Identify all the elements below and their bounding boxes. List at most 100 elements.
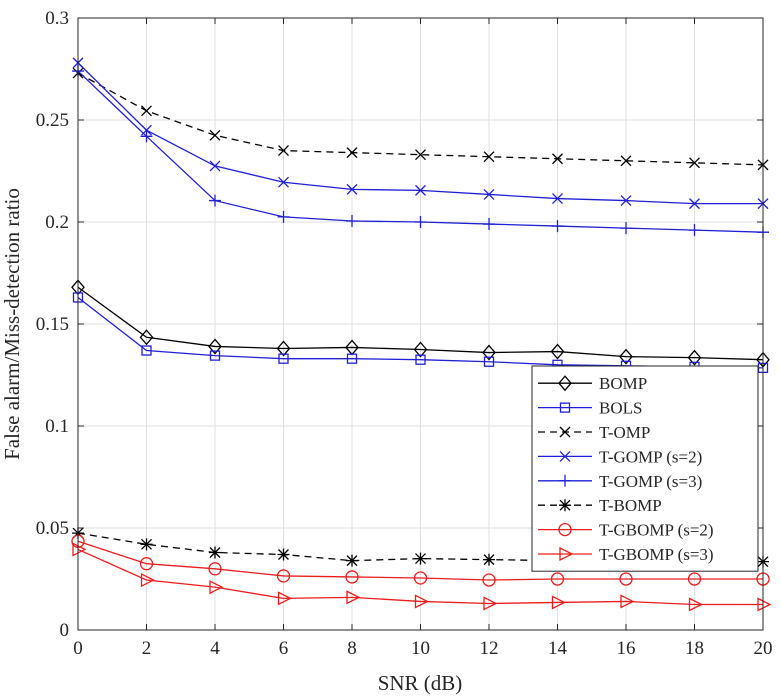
series-line xyxy=(77,548,763,606)
triangle-marker xyxy=(346,590,361,605)
square-marker xyxy=(483,356,495,367)
square-marker xyxy=(559,402,571,413)
plus-marker xyxy=(559,474,571,487)
y-tick-label: 0.15 xyxy=(36,314,69,335)
x-marker xyxy=(559,450,571,462)
x-tick-label: 12 xyxy=(480,638,499,659)
x-marker xyxy=(209,129,221,141)
x-tick-label: 14 xyxy=(548,638,568,659)
x-marker xyxy=(346,183,358,195)
triangle-marker xyxy=(559,546,574,562)
series-bomp xyxy=(71,279,770,368)
x-tick-label: 20 xyxy=(754,638,773,659)
legend-label: T-GOMP (s=3) xyxy=(599,472,702,491)
y-tick-label: 0.3 xyxy=(45,8,69,29)
plus-marker xyxy=(277,210,290,223)
diamond-marker xyxy=(550,343,565,360)
x-marker xyxy=(483,189,495,200)
legend-item: T-GBOMP (s=3) xyxy=(538,545,714,564)
x-marker xyxy=(415,149,426,161)
legend-item: BOLS xyxy=(538,399,642,418)
legend-label: BOLS xyxy=(599,399,642,418)
asterisk-marker xyxy=(140,538,153,551)
diamond-marker xyxy=(687,349,702,366)
circle-marker xyxy=(208,562,222,576)
x-marker xyxy=(346,147,358,159)
series-t-gbomp-s-3 xyxy=(72,542,772,612)
asterisk-marker xyxy=(346,554,358,567)
series-line xyxy=(77,72,764,166)
y-tick-label: 0.25 xyxy=(36,110,69,131)
y-axis-label: False alarm/Miss-detection ratio xyxy=(0,188,24,460)
legend-label: T-GBOMP (s=3) xyxy=(599,545,714,564)
legend-item: T-GBOMP (s=2) xyxy=(538,521,714,540)
series-t-gomp-s-3 xyxy=(72,65,769,239)
asterisk-marker xyxy=(483,553,495,566)
plus-marker xyxy=(414,216,427,228)
diamond-marker xyxy=(139,329,154,346)
x-marker xyxy=(415,184,426,196)
legend-label: BOMP xyxy=(599,374,647,393)
plus-marker xyxy=(688,224,701,237)
triangle-marker xyxy=(757,597,772,612)
circle-marker xyxy=(550,572,565,586)
series-layer xyxy=(71,57,772,612)
plus-marker xyxy=(620,222,632,235)
asterisk-marker xyxy=(414,552,427,565)
x-marker xyxy=(689,157,700,169)
triangle-marker xyxy=(209,580,224,595)
x-marker xyxy=(620,155,632,167)
x-marker xyxy=(552,153,563,165)
plus-marker xyxy=(209,194,221,207)
legend-label: T-OMP xyxy=(599,423,650,442)
triangle-marker xyxy=(140,572,155,588)
legend-label: T-GBOMP (s=2) xyxy=(599,521,714,540)
circle-marker xyxy=(276,569,291,583)
x-tick-label: 2 xyxy=(142,638,152,659)
legend-label: T-GOMP (s=2) xyxy=(599,447,702,466)
diamond-marker xyxy=(413,341,428,358)
legend-box xyxy=(531,365,759,572)
x-marker xyxy=(689,198,700,210)
series-line xyxy=(77,540,763,581)
diamond-marker xyxy=(558,375,572,392)
circle-marker xyxy=(558,522,572,537)
square-marker xyxy=(209,350,221,361)
y-tick-label: 0.05 xyxy=(36,518,69,539)
circle-marker xyxy=(413,571,428,585)
asterisk-marker xyxy=(209,546,221,559)
series-line xyxy=(77,286,764,361)
triangle-marker xyxy=(483,596,498,611)
plus-marker xyxy=(346,214,358,227)
diamond-marker xyxy=(619,348,633,365)
diamond-marker xyxy=(276,340,291,357)
x-marker xyxy=(620,195,632,207)
triangle-marker xyxy=(688,597,703,612)
triangle-marker xyxy=(414,594,429,609)
circle-marker xyxy=(619,572,633,586)
x-tick-label: 18 xyxy=(685,638,704,659)
legend-item: T-BOMP xyxy=(538,496,662,515)
circle-marker xyxy=(345,570,359,584)
y-tick-label: 0.1 xyxy=(45,416,69,437)
plus-marker xyxy=(551,220,564,233)
asterisk-marker xyxy=(559,499,571,512)
square-marker xyxy=(346,353,358,364)
circle-marker xyxy=(482,573,496,587)
x-marker xyxy=(141,105,152,117)
triangle-marker xyxy=(277,591,292,606)
axis-ticks: 0 2 4 6 8 10 12 14 16 18 20 0 0.05 0.1 0.15 0.2 0.25 0.3 xyxy=(36,8,773,659)
x-tick-label: 6 xyxy=(279,638,289,659)
legend-item: T-GOMP (s=2) xyxy=(538,447,702,466)
legend-item: T-GOMP (s=3) xyxy=(538,472,702,491)
triangle-marker xyxy=(551,595,566,610)
x-marker xyxy=(278,145,289,157)
square-marker xyxy=(415,354,426,365)
circle-marker xyxy=(139,557,154,571)
x-marker xyxy=(209,160,221,172)
y-tick-label: 0 xyxy=(60,620,70,641)
triangle-marker xyxy=(620,594,635,609)
diamond-marker xyxy=(482,344,496,361)
legend-item: BOMP xyxy=(538,374,647,393)
